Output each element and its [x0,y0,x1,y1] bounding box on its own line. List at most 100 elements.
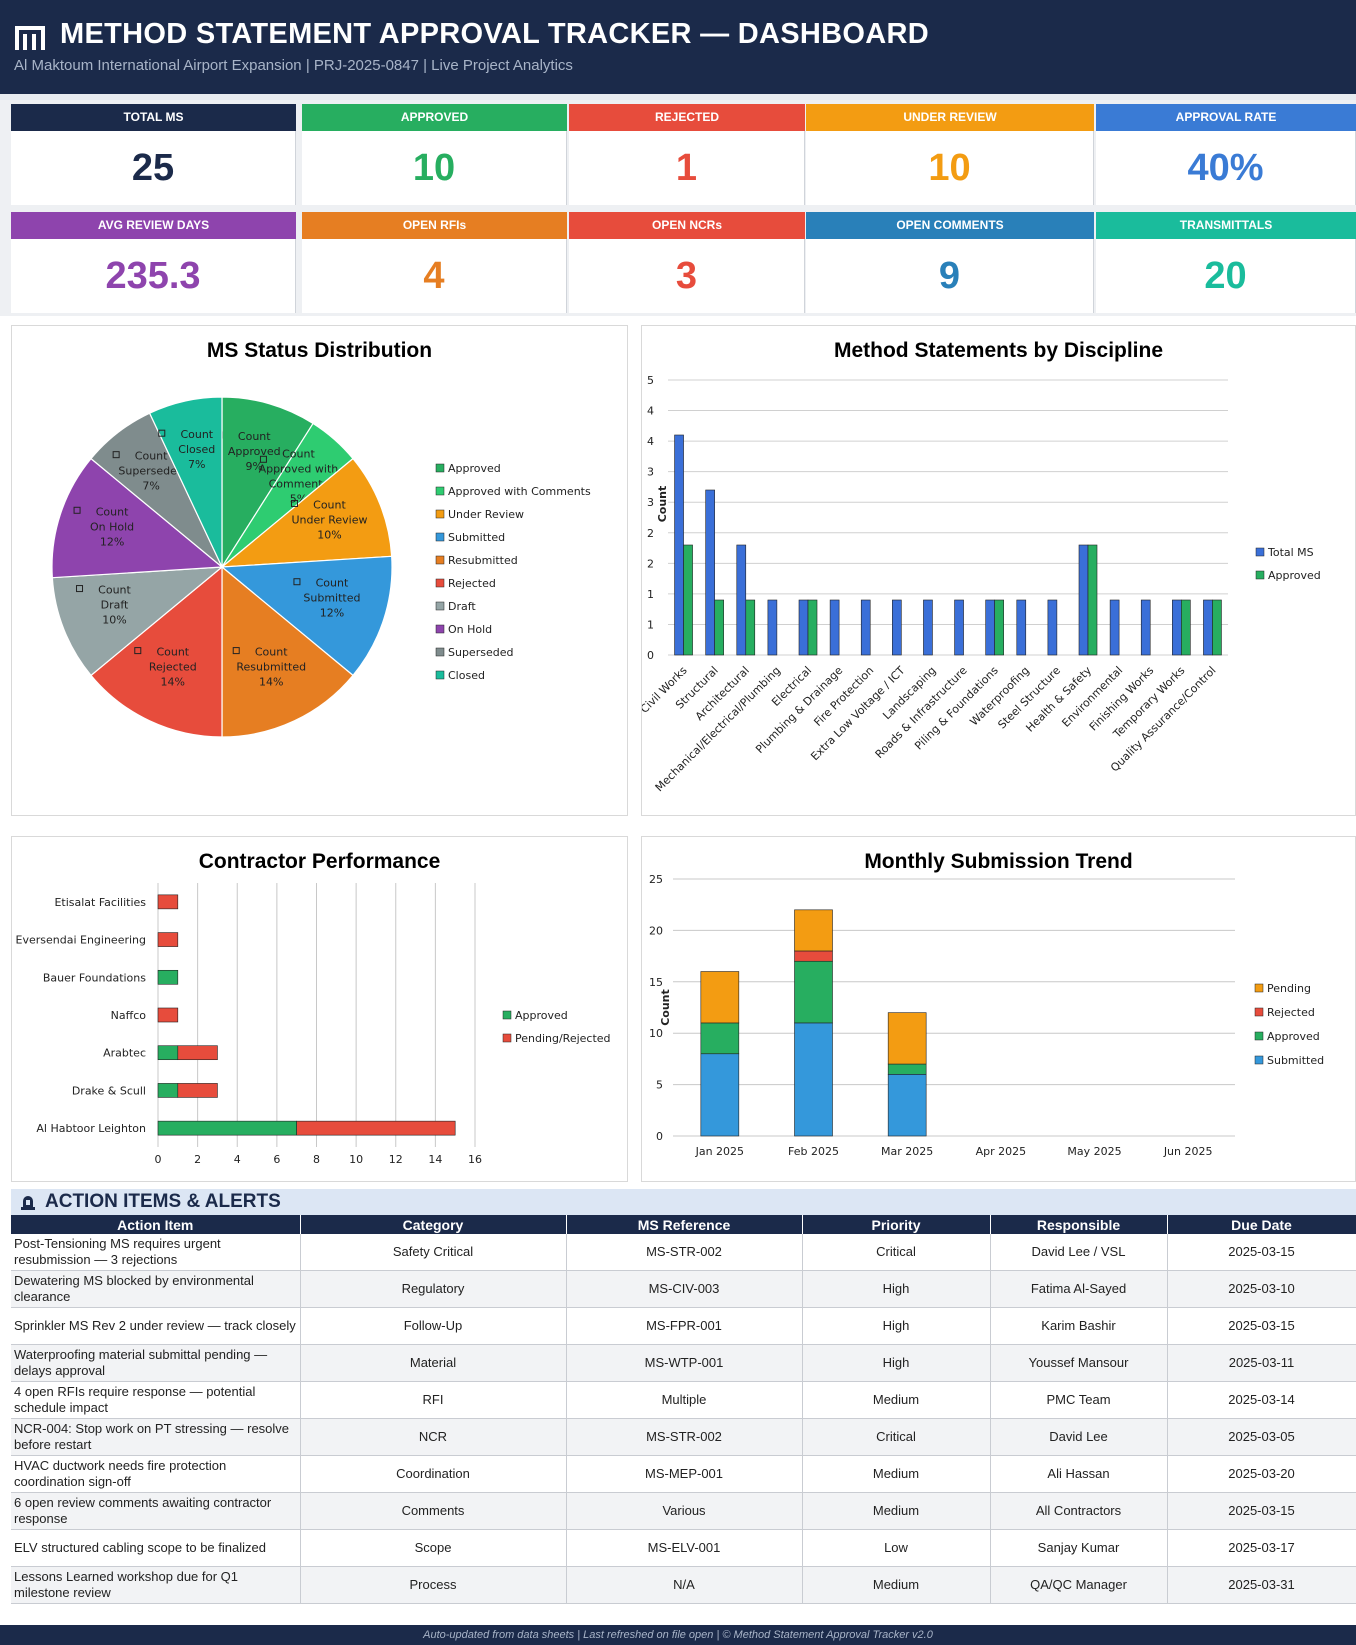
svg-text:14%: 14% [161,676,185,689]
bar [157,969,179,985]
table-cell: RFI [300,1381,567,1419]
svg-text:Rejected: Rejected [448,577,496,590]
table-row[interactable]: 6 open review comments awaiting contract… [11,1492,1356,1530]
bar [714,599,724,656]
table-cell: 2025-03-15 [1167,1492,1356,1530]
table-cell: ELV structured cabling scope to be final… [11,1529,301,1567]
bar [860,599,871,656]
bar [794,950,833,962]
svg-text:12%: 12% [100,535,124,548]
svg-text:Approved with Comments: Approved with Comments [448,485,591,498]
x-tick-label: Apr 2025 [976,1145,1027,1158]
page-title: METHOD STATEMENT APPROVAL TRACKER — DASH… [60,18,929,50]
monthly-trend-panel: Monthly Submission Trend 0 5 10 15 20 25 Count… [641,836,1356,1182]
monthly-bar-chart: 0 5 10 15 20 25 Count Jan 2025 Feb 2025 Mar 2025 A… [649,873,1324,1158]
svg-text:Count: Count [135,450,168,463]
dashboard-header: METHOD STATEMENT APPROVAL TRACKER — DASH… [0,0,1356,94]
svg-text:Draft: Draft [448,600,476,613]
svg-text:Count: Count [255,646,288,659]
bar [1212,599,1222,656]
table-cell: QA/QC Manager [990,1566,1168,1604]
kpi-value: 10 [806,131,1094,205]
pie-slice [220,457,393,568]
table-cell: Comments [300,1492,567,1530]
y-axis-title: Count [659,989,672,1026]
svg-text:Count: Count [180,428,213,441]
bar [177,1045,218,1061]
svg-text:Closed: Closed [448,669,485,682]
table-row[interactable]: Lessons Learned workshop due for Q1 mile… [11,1566,1356,1604]
kpi-label: REJECTED [569,104,805,131]
column-header: MS Reference [566,1215,803,1234]
x-tick-label: 0 [155,1153,162,1166]
y-tick-label: Naffco [111,1009,147,1022]
y-tick-label: 10 [649,1027,663,1040]
table-cell: 2025-03-17 [1167,1529,1356,1567]
table-cell: NCR-004: Stop work on PT stressing — res… [11,1418,301,1456]
table-cell: MS-MEP-001 [566,1455,803,1493]
svg-text:On Hold: On Hold [448,623,492,636]
table-row[interactable]: ELV structured cabling scope to be final… [11,1529,1356,1567]
table-cell: Scope [300,1529,567,1567]
contractor-panel: Contractor Performance 0 2 4 6 8 10 12 14 16 Etis… [11,836,628,1182]
monthly-chart-title: Monthly Submission Trend [864,850,1133,873]
table-cell: Lessons Learned workshop due for Q1 mile… [11,1566,301,1604]
table-cell: N/A [566,1566,803,1604]
table-cell: MS-STR-002 [566,1418,803,1456]
bar [1016,599,1027,656]
table-cell: Multiple [566,1381,803,1419]
kpi-label: OPEN RFIs [302,212,567,239]
kpi-value: 10 [302,131,567,205]
bar [887,1063,927,1075]
table-cell: Regulatory [300,1270,567,1308]
building-icon [15,26,45,50]
y-tick-label: 1 [647,618,654,631]
bar [887,1074,927,1137]
table-row[interactable]: HVAC ductwork needs fire protection coor… [11,1455,1356,1493]
table-header-row: Action Item Category MS Reference Priority R… [11,1215,1356,1234]
svg-text:Count: Count [98,584,131,597]
table-cell: Critical [802,1234,991,1271]
table-row[interactable]: Sprinkler MS Rev 2 under review — track … [11,1307,1356,1345]
table-cell: Sanjay Kumar [990,1529,1168,1567]
table-row[interactable]: Dewatering MS blocked by environmental c… [11,1270,1356,1308]
bar [923,599,933,656]
legend-item: On Hold [435,623,492,636]
svg-text:Under Review: Under Review [448,508,524,521]
bar [794,909,833,952]
y-tick-label: 1 [647,588,654,601]
table-row[interactable]: 4 open RFIs require response — potential… [11,1381,1356,1419]
bar [700,1022,740,1055]
legend-item: Draft [435,600,476,613]
legend-item: Submitted [1254,1054,1324,1067]
svg-text:14%: 14% [259,676,283,689]
bar [296,1120,456,1136]
pie-data-label: Count Superseded 7% [112,450,184,493]
table-cell: 2025-03-05 [1167,1418,1356,1456]
table-cell: 2025-03-10 [1167,1270,1356,1308]
bar [794,960,833,1024]
kpi-label: AVG REVIEW DAYS [11,212,296,239]
svg-text:Approved: Approved [448,462,501,475]
table-row[interactable]: Waterproofing material submittal pending… [11,1344,1356,1382]
column-header: Responsible [990,1215,1168,1234]
kpi-label: OPEN COMMENTS [806,212,1094,239]
table-cell: MS-CIV-003 [566,1270,803,1308]
action-items-title: ACTION ITEMS & ALERTS [45,1191,281,1212]
bar [177,1083,218,1098]
table-cell: Medium [802,1381,991,1419]
bar [892,599,902,656]
table-row[interactable]: NCR-004: Stop work on PT stressing — res… [11,1418,1356,1456]
table-cell: Low [802,1529,991,1567]
table-cell: Post-Tensioning MS requires urgent resub… [11,1234,301,1271]
legend-item: Total MS [1255,546,1314,559]
y-tick-label: 25 [649,873,663,886]
bar [705,489,715,656]
table-row[interactable]: Post-Tensioning MS requires urgent resub… [11,1234,1356,1271]
legend-item: Pending [1254,982,1311,995]
bar [157,932,179,947]
legend-item: Approved [502,1009,568,1022]
column-header: Category [300,1215,567,1234]
svg-text:Superseded: Superseded [118,465,183,478]
